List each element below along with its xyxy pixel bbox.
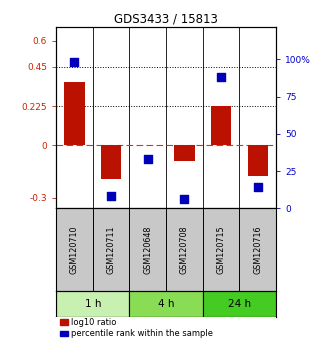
Bar [248, 145, 268, 176]
Bar [129, 291, 203, 318]
Point [145, 156, 150, 162]
Text: GSM120648: GSM120648 [143, 225, 152, 274]
Text: GSM120710: GSM120710 [70, 225, 79, 274]
Text: 24 h: 24 h [228, 299, 251, 309]
Text: GSM120708: GSM120708 [180, 225, 189, 274]
Bar [203, 291, 276, 318]
Legend: log10 ratio, percentile rank within the sample: log10 ratio, percentile rank within the … [60, 318, 213, 338]
Point [219, 74, 224, 80]
Title: GDS3433 / 15813: GDS3433 / 15813 [114, 12, 218, 25]
Point [182, 196, 187, 202]
Bar [211, 106, 231, 145]
Text: 4 h: 4 h [158, 299, 174, 309]
Bar [174, 145, 195, 161]
Bar [56, 291, 129, 318]
Bar [65, 82, 84, 145]
Point [255, 185, 260, 190]
Text: GSM120716: GSM120716 [253, 225, 262, 274]
Point [72, 59, 77, 65]
Point [108, 194, 114, 199]
Text: 1 h: 1 h [84, 299, 101, 309]
Text: GSM120711: GSM120711 [107, 225, 116, 274]
Text: GSM120715: GSM120715 [217, 225, 226, 274]
Bar [101, 145, 121, 179]
